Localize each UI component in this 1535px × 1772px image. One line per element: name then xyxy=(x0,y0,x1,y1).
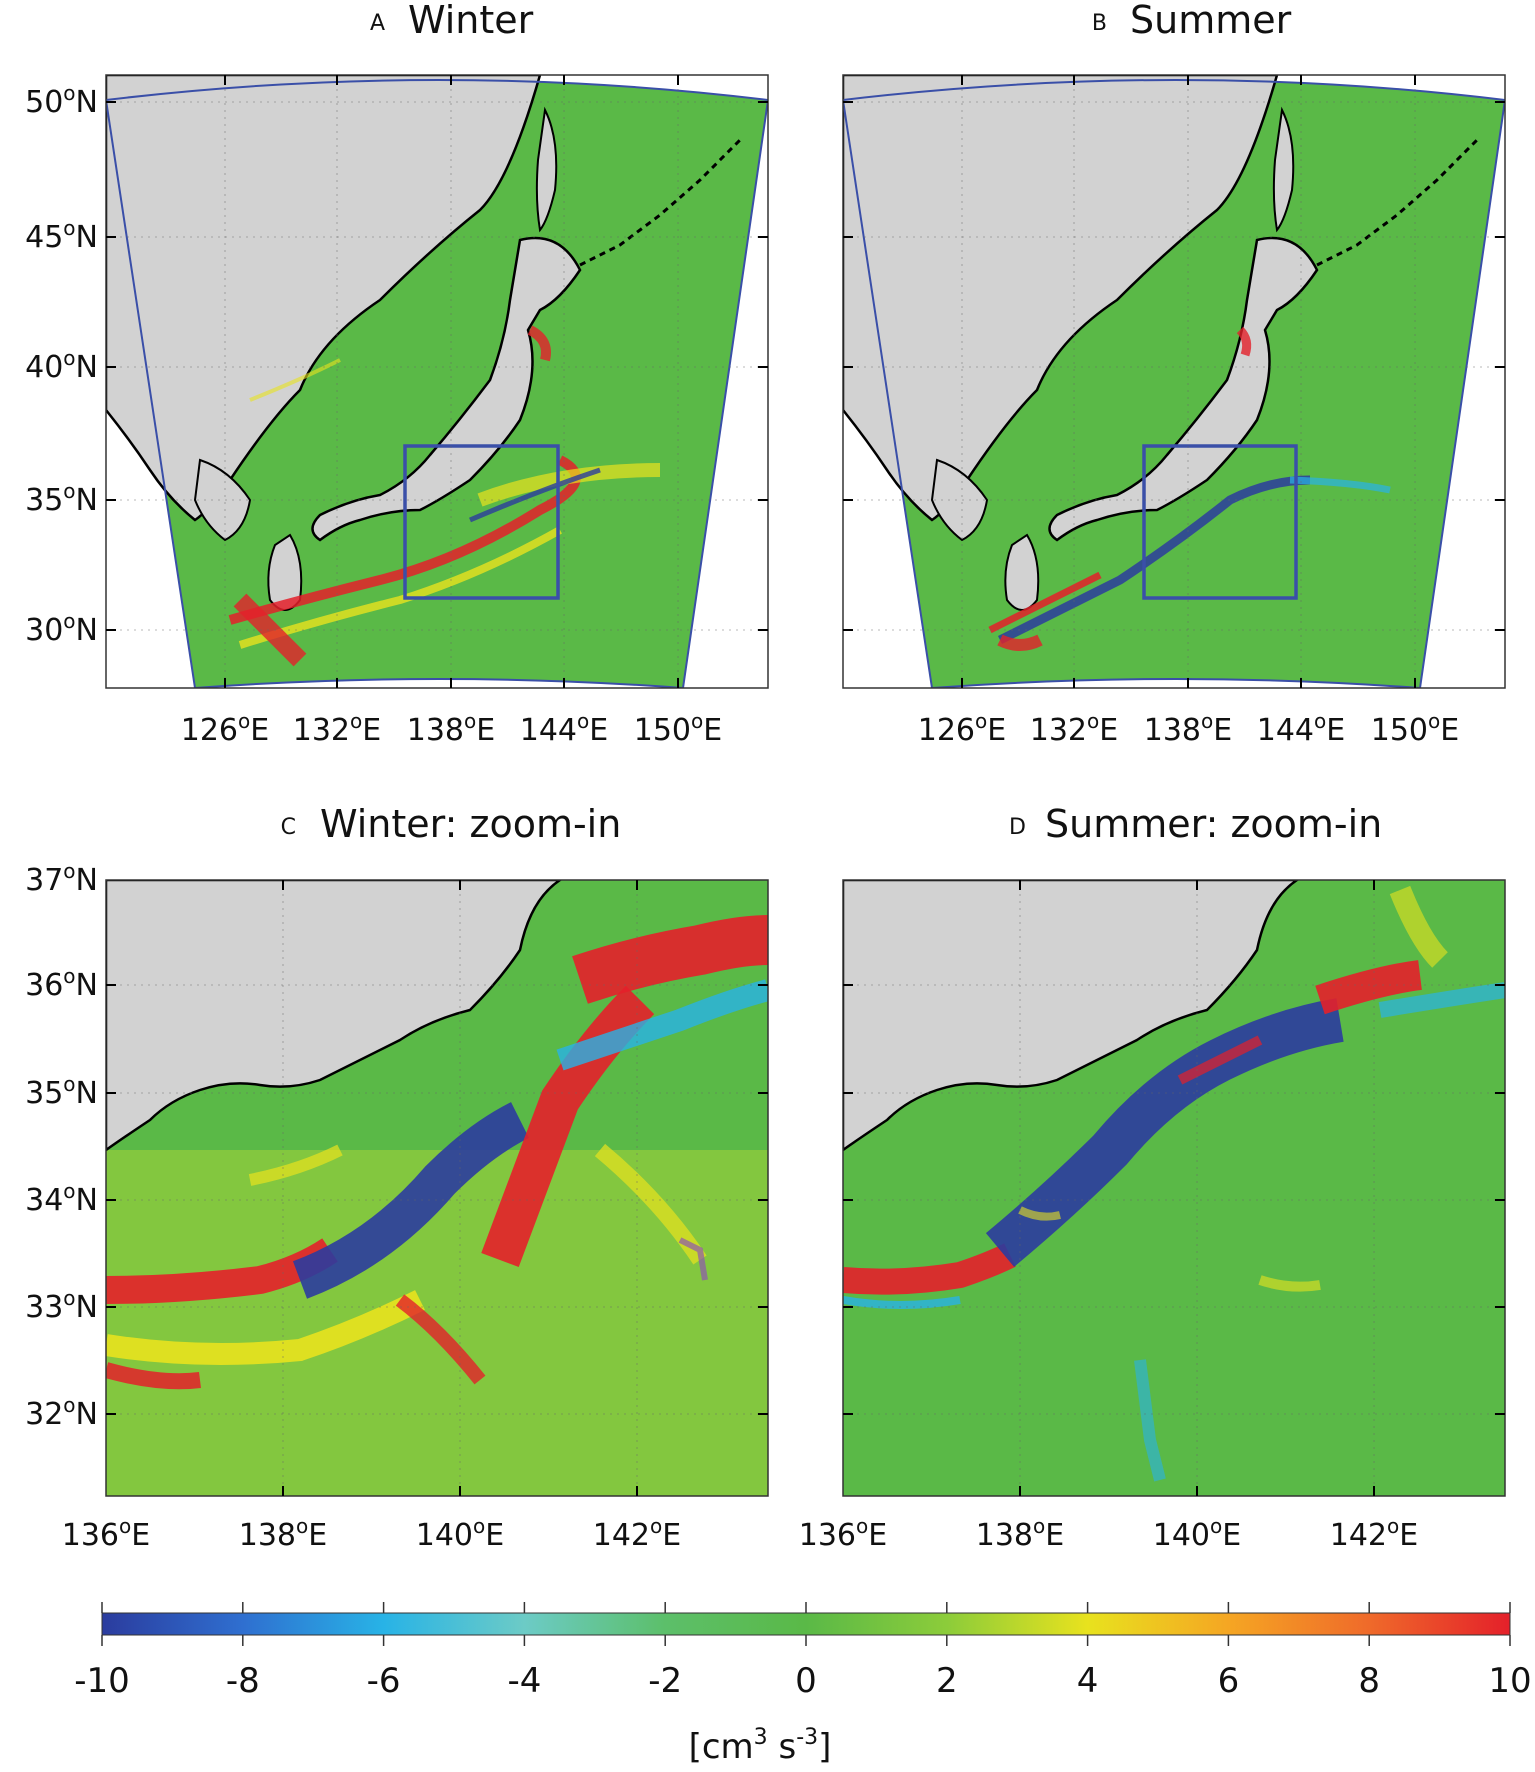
axis-tick-label: 45oN xyxy=(25,216,98,255)
colorbar-tick-label: 10 xyxy=(1488,1661,1531,1701)
axis-tick-label: 150oE xyxy=(634,709,722,748)
panel-d-title: Summer: zoom-in xyxy=(1045,802,1382,846)
axis-tick-label: 140oE xyxy=(416,1514,504,1553)
panel-grid xyxy=(843,880,1505,1496)
panel-a-frame xyxy=(105,74,769,689)
colorbar-tick-label: -10 xyxy=(74,1661,130,1701)
axis-labels: 50oN 45oN 40oN 35oN 30oN 126oE 132oE 138oE 144oE… xyxy=(25,81,1459,1553)
axis-tick-label: 132oE xyxy=(1030,709,1118,748)
panel-b-asia-land xyxy=(843,75,1279,522)
axis-tick-label: 32oN xyxy=(25,1393,98,1432)
panel-c: C Winter: zoom-in xyxy=(105,802,769,1497)
panel-d-land xyxy=(843,880,1300,1152)
panel-a-japan-land xyxy=(311,236,582,542)
axis-tick-label: 126oE xyxy=(181,709,269,748)
axis-tick-label: 140oE xyxy=(1153,1514,1241,1553)
colorbar: -10 -8 -6 -4 -2 0 2 4 6 8 10 [cm3 s-3] xyxy=(74,1602,1532,1767)
axis-tick-label: 40oN xyxy=(25,346,98,385)
colorbar-tick-label: 8 xyxy=(1358,1661,1380,1701)
panel-b-map xyxy=(843,75,1505,688)
panel-b-zoom-box xyxy=(1142,444,1298,600)
axis-tick-label: 142oE xyxy=(1330,1514,1418,1553)
axis-tick-label: 136oE xyxy=(799,1514,887,1553)
panel-a-letter: A xyxy=(370,11,385,36)
colorbar-tick-label: 2 xyxy=(936,1661,958,1701)
colorbar-tick-label: -4 xyxy=(507,1661,541,1701)
colorbar-ticks: -10 -8 -6 -4 -2 0 2 4 6 8 10 xyxy=(74,1602,1532,1701)
axis-tick-label: 138oE xyxy=(407,709,495,748)
colorbar-tick-label: -6 xyxy=(367,1661,401,1701)
colorbar-tick-label: 4 xyxy=(1077,1661,1099,1701)
colorbar-tick-label: -8 xyxy=(226,1661,260,1701)
axis-tick-label: 142oE xyxy=(593,1514,681,1553)
axis-tick-label: 30oN xyxy=(25,609,98,648)
axis-tick-label: 50oN xyxy=(25,81,98,120)
panel-a: A Winter xyxy=(105,0,769,689)
panel-b-japan-land xyxy=(1048,236,1319,542)
axis-tick-label: 35oN xyxy=(25,1072,98,1111)
panel-c-frame xyxy=(105,879,769,1497)
panel-b-frame xyxy=(842,74,1506,689)
axis-tick-label: 33oN xyxy=(25,1286,98,1325)
panel-b-letter: B xyxy=(1092,11,1107,36)
axis-tick-label: 136oE xyxy=(62,1514,150,1553)
panel-a-asia-land xyxy=(106,75,542,522)
panel-c-map xyxy=(106,880,768,1496)
panel-b-title: Summer xyxy=(1130,0,1292,42)
panel-d-map xyxy=(843,880,1505,1496)
colorbar-unit-label: [cm3 s-3] xyxy=(689,1725,832,1767)
axis-tick-label: 150oE xyxy=(1371,709,1459,748)
axis-tick-label: 144oE xyxy=(1257,709,1345,748)
colorbar-tick-label: 6 xyxy=(1218,1661,1240,1701)
axis-tick-label: 36oN xyxy=(25,964,98,1003)
axis-tick-label: 37oN xyxy=(25,859,98,898)
panel-c-title: Winter: zoom-in xyxy=(320,802,621,846)
panel-d-letter: D xyxy=(1009,815,1026,840)
panel-b: B Summer xyxy=(842,0,1506,689)
panel-a-map xyxy=(106,75,768,688)
panel-a-title: Winter xyxy=(408,0,534,42)
axis-tick-label: 138oE xyxy=(976,1514,1064,1553)
panel-d-frame xyxy=(842,879,1506,1497)
colorbar-tick-label: 0 xyxy=(795,1661,817,1701)
panel-grid xyxy=(106,880,768,1496)
axis-tick-label: 132oE xyxy=(293,709,381,748)
panel-d: D Summer: zoom-in xyxy=(842,802,1506,1497)
axis-tick-label: 138oE xyxy=(239,1514,327,1553)
panel-grid xyxy=(843,75,1505,688)
panel-c-land xyxy=(106,880,563,1152)
panel-a-zoom-box xyxy=(403,444,560,600)
panel-grid xyxy=(106,75,768,688)
axis-tick-label: 34oN xyxy=(25,1179,98,1218)
axis-tick-label: 144oE xyxy=(520,709,608,748)
colorbar-tick-label: -2 xyxy=(648,1661,682,1701)
colorbar-bar xyxy=(101,1612,1511,1636)
panel-c-letter: C xyxy=(281,815,296,840)
axis-tick-label: 35oN xyxy=(25,479,98,518)
axis-tick-label: 126oE xyxy=(918,709,1006,748)
axis-tick-label: 138oE xyxy=(1144,709,1232,748)
